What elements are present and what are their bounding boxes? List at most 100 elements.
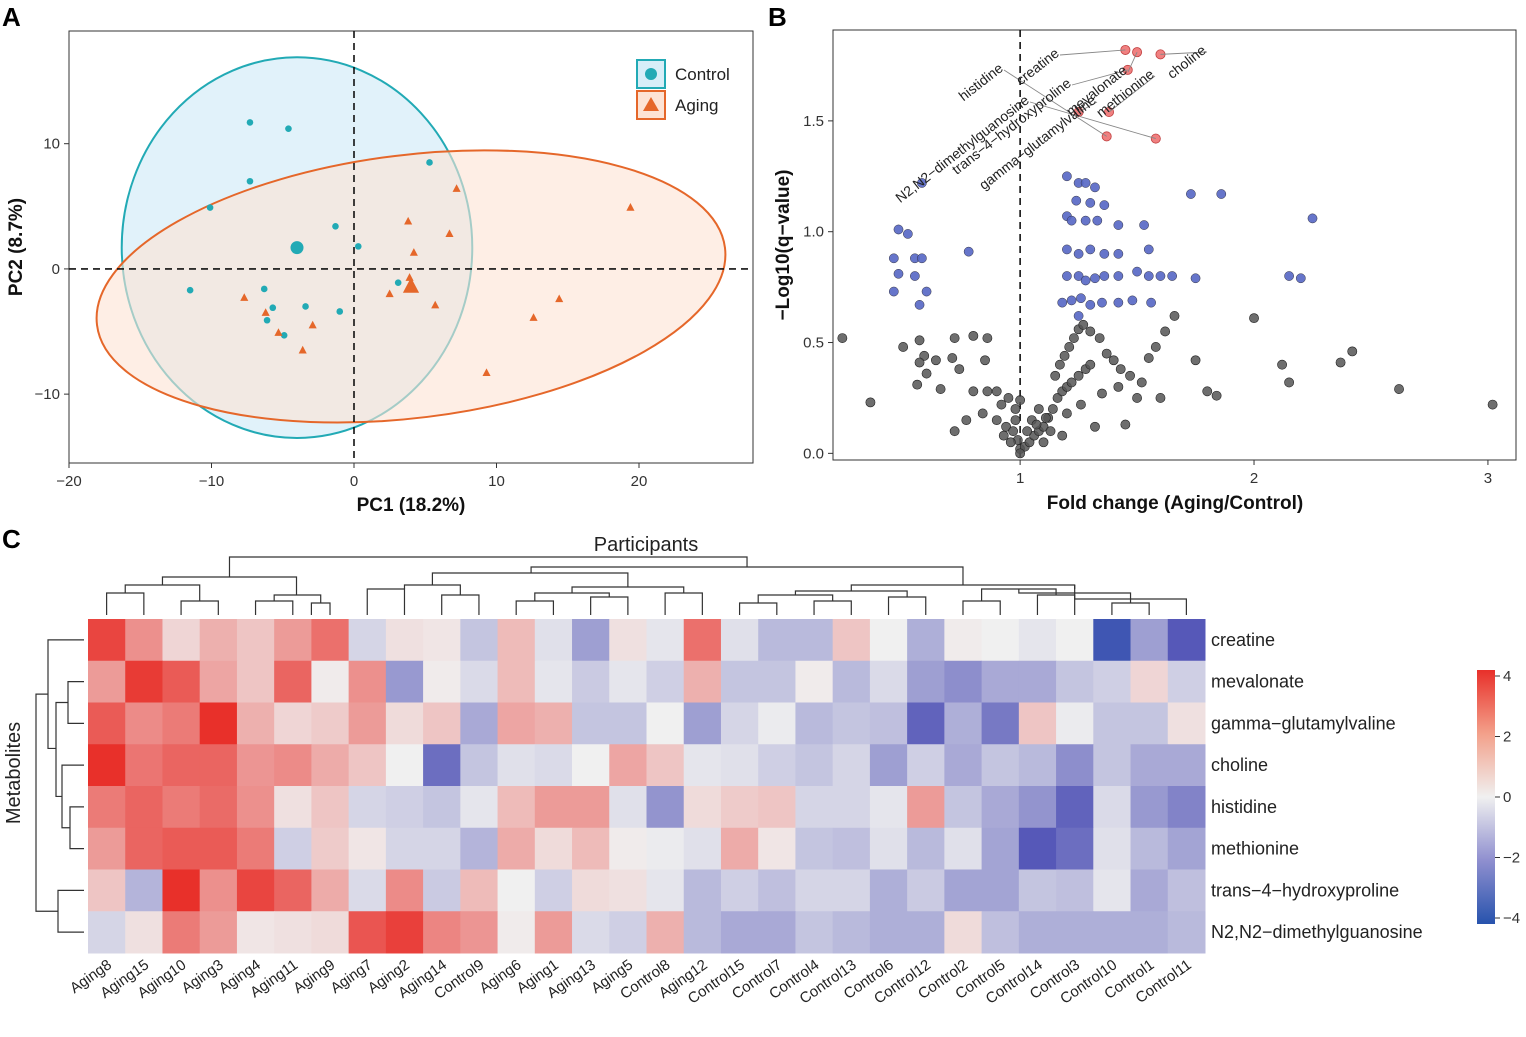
control-point: [260, 285, 268, 293]
volcano-point-sig: [921, 286, 932, 297]
pca-x-tick-label: −10: [199, 473, 224, 490]
volcano-y-axis-title: −Log10(q−value): [773, 170, 794, 321]
volcano-point-sig: [1062, 171, 1072, 182]
heatmap-cell: [720, 702, 759, 745]
aging-point: [274, 328, 283, 336]
volcano-point-sig: [1057, 297, 1068, 308]
heatmap-cell: [869, 786, 908, 829]
heatmap-cell: [348, 827, 387, 870]
heatmap-cell: [795, 786, 834, 829]
volcano-point-ns: [931, 355, 941, 366]
control-point: [394, 279, 402, 286]
heatmap-cell: [1056, 619, 1094, 662]
volcano-point-ns: [949, 333, 960, 343]
heatmap-cell: [1167, 660, 1206, 703]
heatmap-cell: [869, 827, 908, 870]
volcano-plot: histidineN2,N2−dimethylguanosinecreatine…: [773, 29, 1517, 514]
heatmap-cell: [385, 911, 424, 954]
volcano-point-sig: [1073, 249, 1084, 259]
heatmap-cell: [646, 702, 685, 745]
dendrogram-branch: [794, 590, 908, 597]
heatmap-cell: [236, 911, 275, 954]
volcano-point-ns: [1062, 408, 1072, 419]
volcano-point-ns: [914, 335, 925, 346]
scale-tick-label: 4: [1503, 668, 1511, 685]
volcano-point-ns: [996, 399, 1007, 410]
heatmap-cell: [572, 869, 610, 912]
heatmap-cell: [720, 869, 759, 912]
heatmap-cell: [795, 869, 834, 912]
heatmap-cell: [1056, 786, 1094, 829]
volcano-point-ns: [1050, 370, 1061, 381]
heatmap-cell: [1093, 702, 1132, 745]
pca-y-tick-label: −10: [35, 386, 60, 403]
volcano-point-ns: [1125, 370, 1135, 381]
volcano-point-sig: [1085, 244, 1096, 255]
dendrogram-branch: [962, 600, 1001, 615]
heatmap-cell: [162, 911, 201, 954]
heatmap-cell: [646, 744, 685, 787]
volcano-point-ns: [998, 430, 1009, 441]
aging-centroid: [402, 277, 420, 293]
heatmap-cell: [1018, 911, 1057, 954]
heatmap-cell: [125, 786, 163, 829]
heatmap-cell: [274, 827, 312, 870]
volcano-point-ns: [1085, 359, 1096, 370]
volcano-point-ns: [1005, 437, 1016, 448]
heatmap-cell: [1130, 660, 1169, 703]
heatmap-cell: [758, 827, 796, 870]
heatmap-cell: [534, 827, 573, 870]
dendrogram-branch: [813, 600, 852, 615]
heatmap-cell: [199, 827, 238, 870]
heatmap-cell: [758, 786, 796, 829]
heatmap-cell: [460, 869, 499, 912]
volcano-point-sig: [1143, 271, 1154, 281]
dendrogram-branch: [57, 889, 84, 933]
heatmap-cell: [832, 911, 871, 954]
volcano-point-sig: [1113, 249, 1124, 259]
heatmap-cell: [1093, 827, 1132, 870]
heatmap-cell: [683, 869, 722, 912]
volcano-point-sig: [1113, 271, 1124, 281]
volcano-point-sig: [893, 268, 904, 279]
volcano-point-ns: [1169, 311, 1180, 321]
volcano-label-connector: [1127, 51, 1138, 73]
dendrogram-branch: [1111, 602, 1150, 615]
volcano-label-connector: [1059, 49, 1126, 56]
heatmap-cell: [907, 869, 945, 912]
volcano-y-tick-label: 1.5: [803, 113, 824, 130]
heatmap-cell: [646, 619, 685, 662]
heatmap-cell: [758, 619, 796, 662]
volcano-point-ns: [898, 342, 909, 352]
heatmap-cell: [907, 786, 945, 829]
volcano-point-ns: [1143, 353, 1154, 363]
heatmap-cell: [274, 660, 312, 703]
heatmap-cell: [1167, 619, 1206, 662]
heatmap-cell: [981, 869, 1020, 912]
heatmap-cell: [1018, 660, 1057, 703]
volcano-point-ns: [1115, 364, 1126, 375]
heatmap-cell: [944, 619, 983, 662]
heatmap-cell: [88, 744, 126, 787]
volcano-point-sig: [1139, 220, 1149, 230]
heatmap-cell: [385, 869, 424, 912]
volcano-point-sig: [1066, 295, 1077, 306]
heatmap-cell: [423, 702, 461, 745]
heatmap-cell: [907, 827, 945, 870]
aging-point: [529, 313, 538, 321]
heatmap-cell: [720, 660, 759, 703]
heatmap-cell: [311, 869, 350, 912]
legend-control-label: Control: [675, 65, 730, 84]
heatmap-cell: [497, 911, 536, 954]
volcano-point-sig: [1090, 182, 1100, 193]
volcano-point-sig: [917, 178, 927, 188]
heatmap-cell: [348, 744, 387, 787]
volcano-point-ns: [1394, 384, 1404, 394]
heatmap-cell: [88, 619, 126, 662]
legend-control-marker: [645, 68, 657, 80]
heatmap-cell: [1056, 869, 1094, 912]
volcano-point-sig: [888, 286, 899, 297]
volcano-point-sig: [1216, 189, 1227, 199]
volcano-point-sig: [1295, 273, 1306, 284]
volcano-point-ns: [954, 364, 965, 375]
